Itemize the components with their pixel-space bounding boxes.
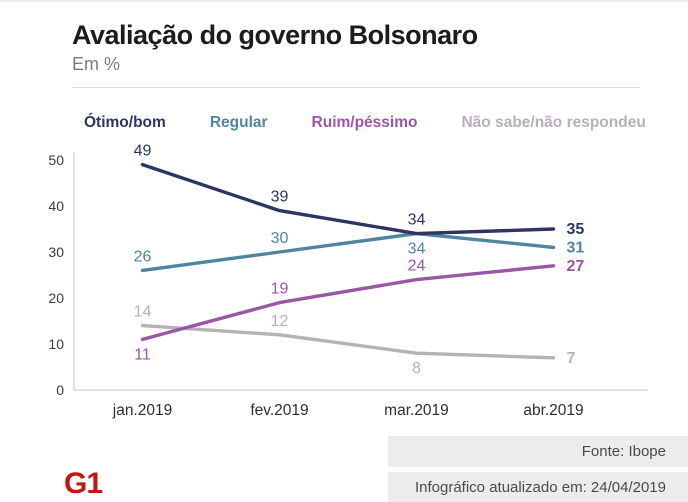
value-label: 34 [408, 241, 426, 258]
value-label: 35 [567, 221, 585, 238]
updated-note: Infográfico atualizado em: 24/04/2019 [388, 472, 688, 502]
legend-item-regular: Regular [209, 114, 268, 132]
series-line-0 [140, 162, 556, 236]
value-label: 11 [134, 346, 151, 363]
value-label: 34 [408, 212, 426, 229]
y-tick-label: 0 [56, 382, 64, 398]
value-label: 49 [134, 143, 152, 160]
legend: Ótimo/bom Regular Ruim/péssimo Não sabe/… [0, 88, 688, 132]
value-label: 14 [134, 304, 152, 321]
series-line-2 [140, 264, 556, 342]
y-tick-label: 10 [48, 336, 64, 352]
legend-item-nao-sabe: Não sabe/não respondeu [461, 114, 646, 132]
footer-notes: Fonte: Ibope Infográfico atualizado em: … [388, 436, 688, 502]
value-label: 7 [567, 350, 576, 367]
page-subtitle: Em % [72, 54, 121, 75]
value-label: 24 [408, 258, 426, 275]
legend-item-otimo-bom: Ótimo/bom [84, 114, 166, 132]
chart-area: 0 10 20 30 40 50 jan.2019 fev.2019 mar.2019 abr.2… [0, 132, 688, 436]
value-label: 8 [412, 360, 421, 377]
y-tick-label: 50 [48, 152, 64, 168]
y-tick-label: 20 [48, 290, 64, 306]
value-label: 30 [271, 230, 289, 247]
line-chart: 0 10 20 30 40 50 jan.2019 fev.2019 mar.2019 abr.2… [48, 143, 648, 419]
value-label: 12 [271, 313, 289, 330]
y-tick-label: 30 [48, 244, 64, 260]
series-line-1 [140, 231, 556, 273]
page-title: Avaliação do governo Bolsonaro [72, 20, 478, 50]
x-tick-label: mar.2019 [384, 402, 449, 419]
header-divider [72, 87, 640, 89]
value-label: 39 [271, 189, 289, 206]
value-label: 26 [134, 248, 152, 265]
x-tick-label: jan.2019 [112, 402, 172, 419]
x-tick-label: fev.2019 [250, 402, 308, 419]
g1-logo: G1 [64, 467, 103, 501]
source-note: Fonte: Ibope [388, 436, 688, 468]
header: Avaliação do governo Bolsonaro Em % [0, 2, 688, 89]
value-label: 31 [567, 239, 585, 256]
legend-item-ruim-pessimo: Ruim/péssimo [311, 114, 418, 132]
value-label: 19 [271, 281, 289, 298]
footer: G1 Fonte: Ibope Infográfico atualizado e… [0, 436, 688, 502]
x-tick-label: abr.2019 [523, 402, 583, 419]
value-label: 27 [567, 258, 585, 275]
y-tick-label: 40 [48, 198, 64, 214]
series-line-3 [140, 323, 556, 360]
